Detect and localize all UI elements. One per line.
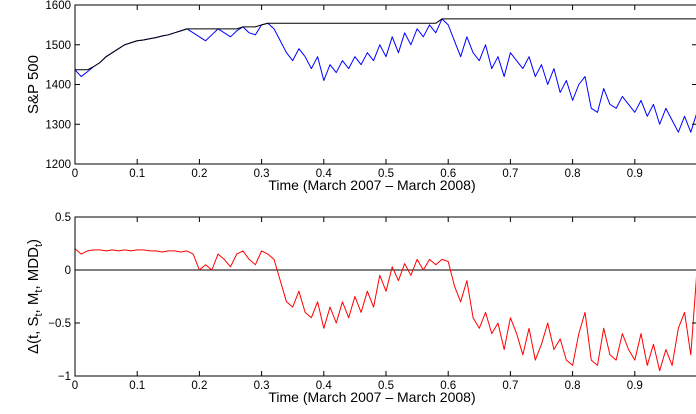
y-axis: 1200 1300 1400 1500 1600 [45,0,696,171]
chart-delta: 0 0.1 0.2 0.3 0.4 0.5 0.6 0.7 0.8 0.9−1−0.500.5Ti… [25,212,696,405]
y-axis: −1 −0.5 0 0.5 [48,212,696,383]
x-tick-label: 0.3 [254,168,270,180]
chart-sp500: 0 0.1 0.2 0.3 0.4 0.5 0.6 0.7 0.8 0.9 1200 1300 1400… [25,0,696,193]
y-tick-label: −1 [58,371,71,383]
y-tick-label: −0.5 [48,318,71,330]
y-tick-label: 1400 [45,80,71,92]
plot-frame [74,216,696,377]
x-tick-label: 0.2 [191,380,207,392]
series-line-2 [75,18,696,71]
plot-area [74,4,696,165]
x-tick-label: 0 [72,380,78,392]
x-tick-label: 0.6 [440,380,456,392]
plot-frame [74,4,696,165]
x-tick-label: 0.4 [316,380,333,392]
x-tick-label: 0.5 [378,380,394,392]
series-line-1 [74,248,696,372]
x-tick-label: 0.1 [129,380,145,392]
y-tick-label: 1300 [45,119,71,131]
series-line-1 [74,18,696,133]
y-tick-label: 0 [65,265,71,277]
x-tick-label: 0.8 [565,380,581,392]
x-tick-label: 0.9 [627,168,643,180]
y-tick-label: 1600 [45,0,71,12]
x-axis: 0 0.1 0.2 0.3 0.4 0.5 0.6 0.7 0.8 0.9 [72,5,643,180]
x-tick-label: 0.8 [565,168,581,180]
y-tick-label: 1200 [45,159,71,171]
x-tick-label: 0.2 [191,168,207,180]
plot-area [74,216,696,377]
x-axis-label: Time (March 2007 – March 2008) [268,177,475,193]
x-tick-label: 0.9 [627,380,643,392]
y-tick-label: 1500 [45,40,71,52]
y-tick-label: 0.5 [55,212,71,224]
x-tick-label: 0 [72,168,78,180]
y-axis-label: S&P 500 [25,55,42,114]
x-axis: 0 0.1 0.2 0.3 0.4 0.5 0.6 0.7 0.8 0.9 [72,217,643,392]
x-tick-label: 0.5 [378,168,394,180]
x-tick-label: 0.4 [316,168,333,180]
x-tick-label: 0.7 [502,380,518,392]
x-tick-label: 0.1 [129,168,145,180]
x-axis-label: Time (March 2007 – March 2008) [268,389,475,405]
x-tick-label: 0.3 [254,380,270,392]
x-tick-label: 0.7 [502,168,518,180]
y-axis-label: Δ(t, St​, Mt​, MDDt​) [25,239,45,354]
x-tick-label: 0.6 [440,168,456,180]
